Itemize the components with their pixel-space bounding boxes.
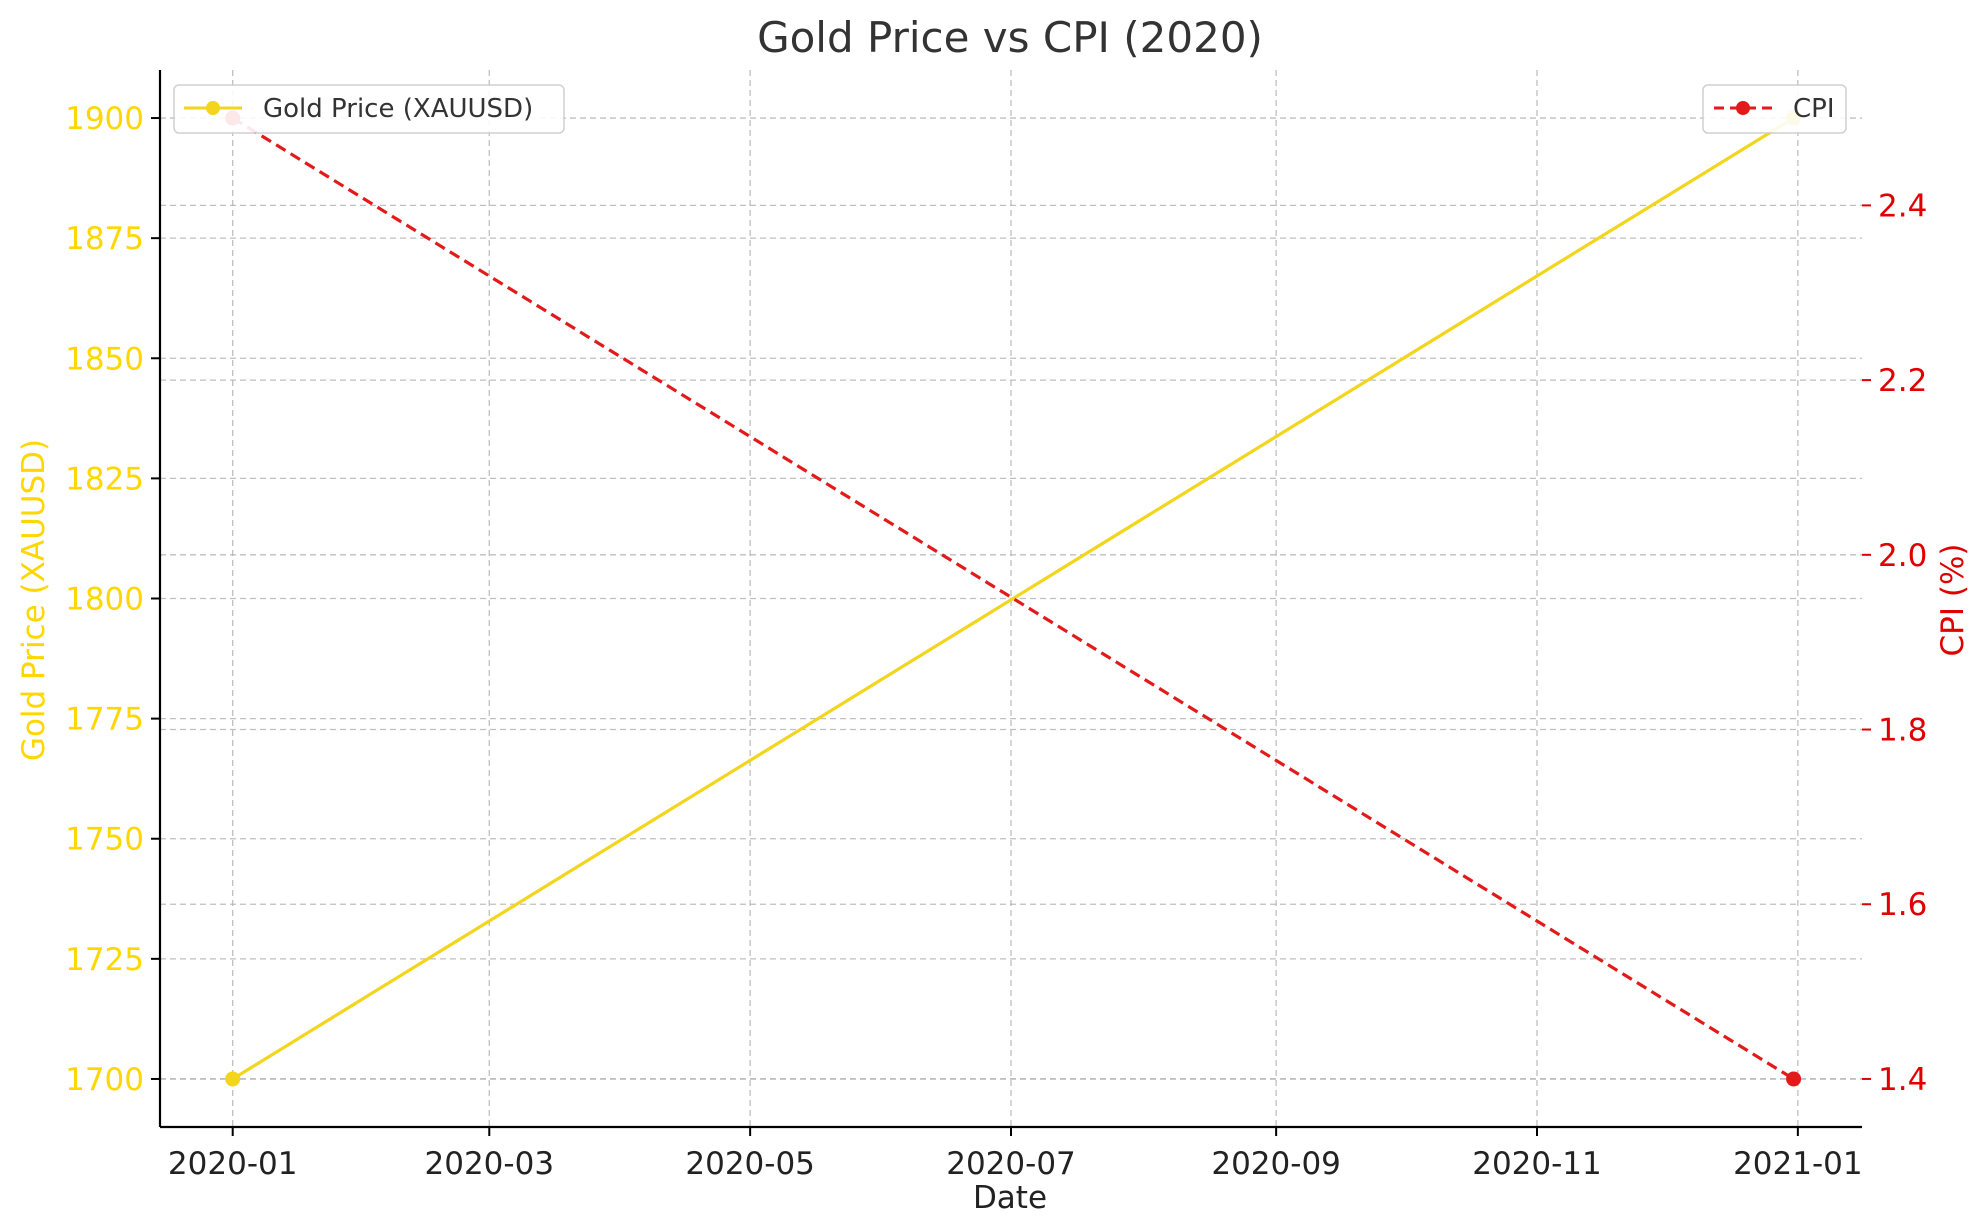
y-right-tick-label-0: 1.4 xyxy=(1878,1062,1927,1098)
series-1-point-1 xyxy=(1786,1071,1802,1087)
y-right-tick-label-5: 2.4 xyxy=(1878,188,1927,224)
series-line-0 xyxy=(231,116,1795,1081)
series-0-point-0 xyxy=(225,1071,241,1087)
x-axis: 2020-01 2020-03 2020-05 2020-07 2020-09 2020-… xyxy=(168,1127,1863,1182)
legend-right-box xyxy=(1702,84,1847,134)
legend-left: Gold Price (XAUUSD) xyxy=(173,84,565,134)
y-left-tick-label-2: 1750 xyxy=(65,822,144,858)
legend-left-label: Gold Price (XAUUSD) xyxy=(263,94,533,124)
legend-left-box xyxy=(173,84,565,134)
y-right-axis-label: CPI (%) xyxy=(1935,544,1971,657)
y-right-tick-label-1: 1.6 xyxy=(1878,887,1927,923)
x-axis-label: Date xyxy=(973,1180,1047,1216)
x-tick-label-4: 2020-09 xyxy=(1211,1146,1341,1182)
y-right-tick-label-4: 2.2 xyxy=(1878,363,1927,399)
y-right-axis: 1.4 1.6 1.8 2.0 2.2 2.4 xyxy=(1862,188,1927,1098)
y-right-tick-label-2: 1.8 xyxy=(1878,713,1927,749)
legend-right-swatch-marker xyxy=(1736,101,1750,115)
x-tick-label-1: 2020-03 xyxy=(425,1146,555,1182)
y-left-tick-label-3: 1775 xyxy=(65,702,144,738)
legend-right: CPI xyxy=(1702,84,1847,134)
x-tick-label-2: 2020-05 xyxy=(685,1146,815,1182)
y-right-tick-label-3: 2.0 xyxy=(1878,538,1927,574)
x-tick-label-3: 2020-07 xyxy=(946,1146,1076,1182)
y-left-axis: 1700 1725 1750 1775 1800 1825 1850 1875 1900 xyxy=(65,101,160,1098)
y-left-tick-label-6: 1850 xyxy=(65,341,144,377)
y-left-tick-label-8: 1900 xyxy=(65,101,144,137)
y-left-tick-label-0: 1700 xyxy=(65,1062,144,1098)
y-left-tick-label-1: 1725 xyxy=(65,942,144,978)
x-tick-label-5: 2020-11 xyxy=(1472,1146,1602,1182)
y-left-axis-label: Gold Price (XAUUSD) xyxy=(16,439,52,761)
y-left-tick-label-7: 1875 xyxy=(65,221,144,257)
x-tick-label-6: 2021-01 xyxy=(1733,1146,1863,1182)
legend-left-swatch-marker xyxy=(206,101,220,115)
legend-right-label: CPI xyxy=(1793,94,1835,124)
y-left-tick-label-5: 1825 xyxy=(65,461,144,497)
x-tick-label-0: 2020-01 xyxy=(168,1146,298,1182)
y-left-tick-label-4: 1800 xyxy=(65,582,144,618)
chart-title: Gold Price vs CPI (2020) xyxy=(757,13,1263,62)
